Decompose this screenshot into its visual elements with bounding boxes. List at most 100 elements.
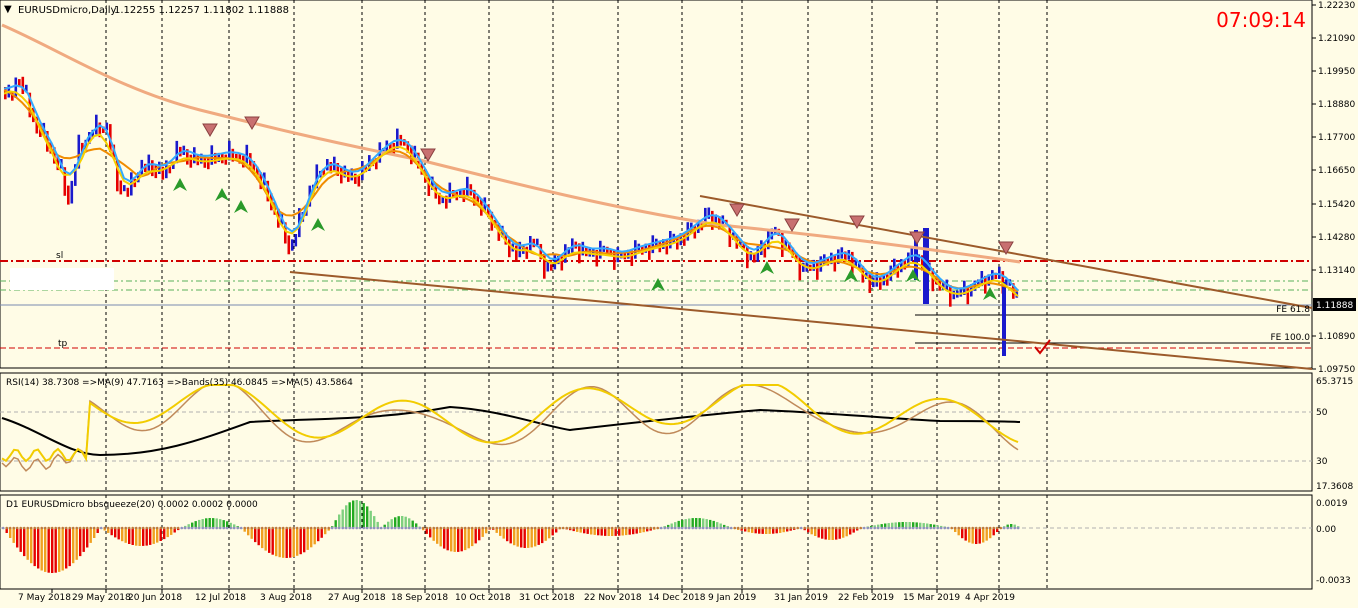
squeeze-dot: [950, 526, 953, 530]
price-bar: [543, 254, 546, 279]
squeeze-dot: [908, 526, 911, 530]
squeeze-dot: [222, 526, 225, 530]
squeeze-dot: [953, 526, 957, 530]
squeeze-bar: [117, 528, 120, 540]
squeeze-dot: [607, 526, 610, 530]
squeeze-bar: [674, 522, 677, 528]
price-bar: [900, 259, 903, 273]
sell-arrow-icon: [244, 116, 260, 130]
squeeze-panel[interactable]: [0, 494, 1313, 590]
price-bar: [77, 134, 81, 169]
squeeze-dot: [274, 526, 278, 530]
price-bar: [910, 246, 914, 262]
squeeze-dot: [12, 526, 15, 530]
squeeze-bar: [618, 528, 621, 536]
squeeze-dot: [194, 526, 197, 530]
price-bar: [179, 146, 182, 157]
squeeze-dot: [236, 526, 239, 530]
squeeze-dot: [64, 526, 68, 530]
squeeze-bar: [877, 524, 880, 528]
squeeze-bar: [723, 524, 726, 528]
squeeze-bar: [187, 524, 190, 528]
price-bar: [207, 158, 210, 170]
price-bar: [536, 238, 539, 245]
squeeze-bar: [590, 528, 593, 535]
sell-arrow-icon: [849, 215, 865, 229]
price-bar: [784, 239, 788, 249]
price-bar: [676, 236, 679, 250]
squeeze-bar: [579, 528, 582, 533]
price-bar: [151, 160, 154, 177]
squeeze-bar: [19, 528, 22, 552]
squeeze-bar: [355, 500, 358, 528]
squeeze-bar: [775, 528, 778, 534]
squeeze-bar: [341, 509, 344, 528]
price-bar: [252, 161, 256, 175]
rsi-line: [1, 384, 1019, 463]
ma-fast-line: [3, 90, 1019, 297]
squeeze-dot: [736, 526, 740, 530]
squeeze-dot: [292, 526, 296, 530]
squeeze-bar: [9, 528, 12, 538]
price-bar: [599, 240, 602, 259]
squeeze-bar: [880, 524, 883, 528]
dropdown-icon[interactable]: ▼: [4, 4, 12, 15]
squeeze-dot: [47, 526, 50, 530]
squeeze-dot: [911, 526, 915, 530]
squeeze-dot: [1002, 526, 1006, 530]
squeeze-bar: [271, 528, 274, 555]
squeeze-dot: [334, 526, 338, 530]
price-bar: [427, 175, 431, 196]
squeeze-dot: [593, 526, 596, 530]
squeeze-dot: [470, 526, 474, 530]
price-bar: [931, 268, 935, 292]
squeeze-bar: [506, 528, 509, 542]
squeeze-dot: [512, 526, 516, 530]
squeeze-bar: [334, 520, 337, 528]
lower-trendline[interactable]: [289, 271, 1313, 370]
squeeze-bar: [807, 528, 810, 533]
buy-arrow-icon: [760, 261, 774, 274]
price-bar: [21, 76, 25, 94]
squeeze-bar: [978, 528, 981, 544]
price-bar: [718, 216, 721, 230]
price-bar: [336, 163, 340, 176]
price-panel[interactable]: [0, 0, 1313, 369]
squeeze-dot: [124, 526, 127, 530]
squeeze-bar: [915, 522, 918, 528]
squeeze-bar: [86, 528, 89, 548]
price-axis[interactable]: 1.22230 1.21090 1.19950 1.18880 1.17700 1.166…: [1312, 1, 1355, 375]
price-bar: [595, 250, 599, 267]
squeeze-dot: [890, 526, 894, 530]
squeeze-dot: [414, 526, 418, 530]
price-bar: [907, 252, 910, 266]
squeeze-dot: [166, 526, 169, 530]
squeeze-bar: [138, 528, 141, 546]
price-bar: [291, 239, 294, 251]
squeeze-bar: [352, 500, 355, 528]
price-bar: [361, 161, 364, 181]
squeeze-dot: [439, 526, 443, 530]
squeeze-bar: [443, 528, 446, 549]
squeeze-bar: [261, 528, 264, 549]
squeeze-bar: [814, 528, 817, 536]
squeeze-dot: [946, 526, 950, 530]
squeeze-bar: [408, 518, 411, 528]
squeeze-bar: [695, 518, 698, 528]
squeeze-bar: [597, 528, 600, 536]
rsi-ma-line: [1, 384, 1019, 472]
squeeze-dot: [838, 526, 841, 530]
squeeze-bar: [632, 528, 635, 535]
squeeze-bar: [296, 528, 299, 556]
squeeze-dot: [845, 526, 848, 530]
squeeze-bar: [254, 528, 257, 543]
squeeze-dot: [159, 526, 162, 530]
price-bar: [630, 250, 634, 266]
squeeze-bar: [317, 528, 320, 542]
price-bar: [228, 140, 231, 161]
price-bar: [473, 189, 476, 206]
squeeze-dot: [932, 526, 936, 530]
price-bar: [25, 84, 28, 93]
